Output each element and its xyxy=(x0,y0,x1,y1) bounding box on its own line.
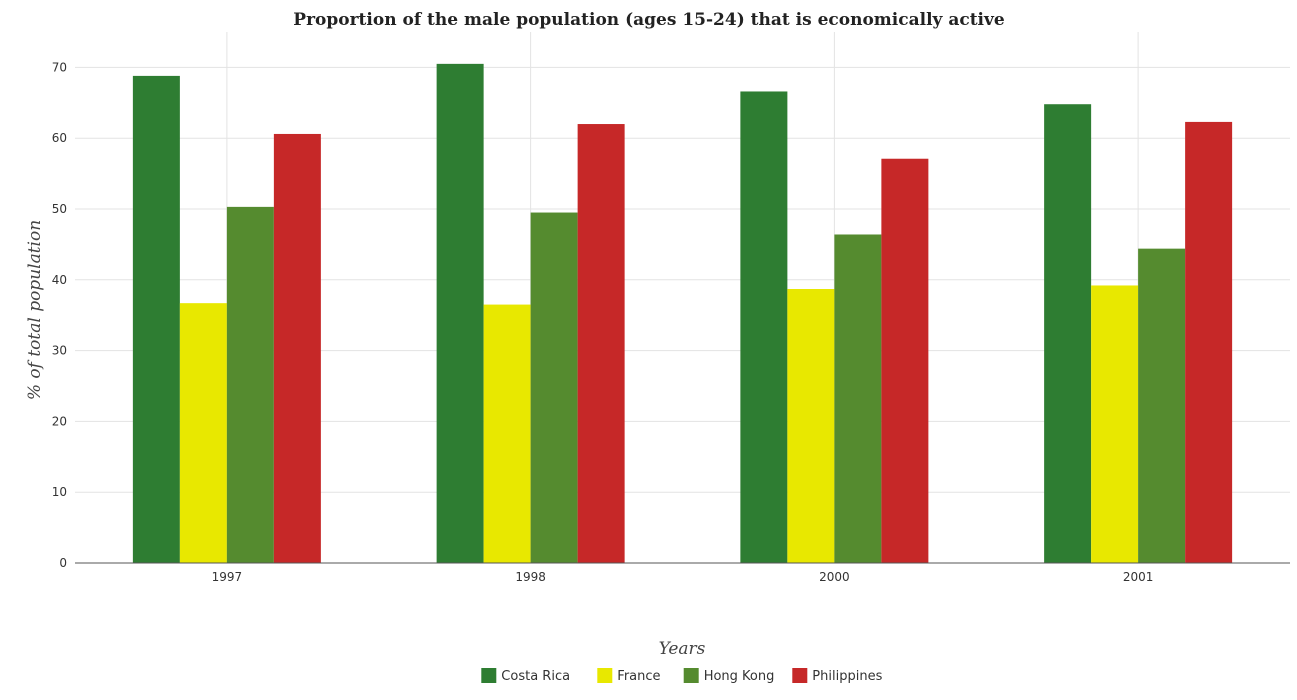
x-tick-label: 2000 xyxy=(819,570,850,584)
legend-swatch xyxy=(597,668,612,683)
bar-france-1997 xyxy=(180,303,227,563)
y-axis-label: % of total population xyxy=(25,220,45,400)
legend-item: France xyxy=(597,668,660,684)
y-tick-label: 20 xyxy=(52,414,67,428)
bar-costa-rica-1997 xyxy=(133,76,180,563)
y-tick-label: 70 xyxy=(52,60,67,74)
legend-item: Hong Kong xyxy=(684,668,775,684)
legend-label: Hong Kong xyxy=(704,669,775,684)
bar-hong-kong-2000 xyxy=(834,234,881,563)
bar-costa-rica-1998 xyxy=(437,64,484,563)
bar-costa-rica-2001 xyxy=(1044,104,1091,563)
legend-label: Philippines xyxy=(812,669,882,684)
y-tick-label: 0 xyxy=(59,556,67,570)
bars xyxy=(133,64,1232,563)
bar-philippines-2000 xyxy=(881,159,928,563)
bar-hong-kong-2001 xyxy=(1138,249,1185,563)
bar-france-2000 xyxy=(787,289,834,563)
y-tick-label: 50 xyxy=(52,202,67,216)
y-tick-label: 60 xyxy=(52,131,67,145)
chart-title: Proportion of the male population (ages … xyxy=(293,10,1005,30)
bar-hong-kong-1998 xyxy=(531,213,578,563)
legend-label: France xyxy=(617,669,660,684)
y-tick-label: 40 xyxy=(52,273,67,287)
x-axis-ticks: 1997 1998 2000 2001 xyxy=(212,570,1154,584)
bar-philippines-1997 xyxy=(274,134,321,563)
legend-swatch xyxy=(684,668,699,683)
legend: Costa Rica France Hong Kong Philippines xyxy=(481,668,882,684)
y-tick-label: 30 xyxy=(52,344,67,358)
legend-item: Costa Rica xyxy=(481,668,570,684)
legend-swatch xyxy=(792,668,807,683)
x-tick-label: 1997 xyxy=(212,570,243,584)
y-axis-ticks: 0 10 20 30 40 50 60 70 xyxy=(52,60,67,570)
bar-france-2001 xyxy=(1091,285,1138,563)
legend-label: Costa Rica xyxy=(501,669,570,684)
x-axis-label: Years xyxy=(659,639,706,659)
bar-philippines-2001 xyxy=(1185,122,1232,563)
x-tick-label: 1998 xyxy=(515,570,546,584)
bar-costa-rica-2000 xyxy=(740,91,787,563)
legend-swatch xyxy=(481,668,496,683)
bar-hong-kong-1997 xyxy=(227,207,274,563)
bar-philippines-1998 xyxy=(578,124,625,563)
bar-france-1998 xyxy=(484,305,531,563)
legend-item: Philippines xyxy=(792,668,882,684)
y-tick-label: 10 xyxy=(52,485,67,499)
x-tick-label: 2001 xyxy=(1123,570,1154,584)
